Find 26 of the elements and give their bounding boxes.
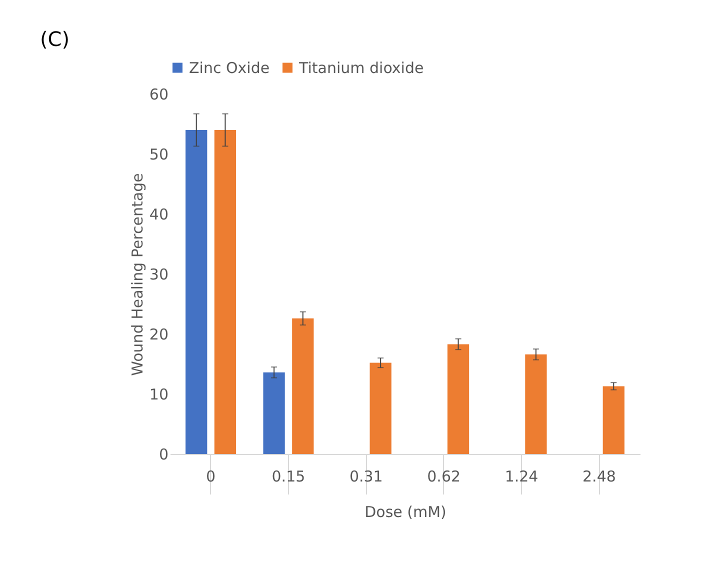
legend-label: Zinc Oxide xyxy=(189,58,270,77)
x-axis-title: Dose (mM) xyxy=(364,503,446,521)
bar xyxy=(447,344,470,454)
x-tick-label: 2.48 xyxy=(582,468,616,486)
y-axis-title: Wound Healing Percentage xyxy=(128,173,146,376)
bar xyxy=(525,354,547,454)
y-tick-label: 0 xyxy=(158,446,168,464)
bar xyxy=(263,372,285,454)
bar xyxy=(214,130,236,454)
y-tick-label: 50 xyxy=(149,146,168,164)
legend-label: Titanium dioxide xyxy=(298,58,424,77)
x-tick-label: 0 xyxy=(206,468,216,486)
y-tick-label: 40 xyxy=(149,206,168,224)
x-tick-label: 1.24 xyxy=(504,468,538,486)
y-tick-label: 30 xyxy=(149,266,168,284)
y-tick-label: 10 xyxy=(149,386,168,404)
bar xyxy=(370,362,392,454)
y-tick-label: 20 xyxy=(149,326,168,344)
x-tick-label: 0.15 xyxy=(272,468,306,486)
bar xyxy=(602,386,624,454)
bar xyxy=(292,318,314,454)
bar xyxy=(186,130,208,454)
x-tick-label: 0.62 xyxy=(427,468,461,486)
y-tick-label: 60 xyxy=(149,86,168,104)
x-tick-label: 0.31 xyxy=(349,468,383,486)
chart-title: (C) xyxy=(40,27,70,51)
